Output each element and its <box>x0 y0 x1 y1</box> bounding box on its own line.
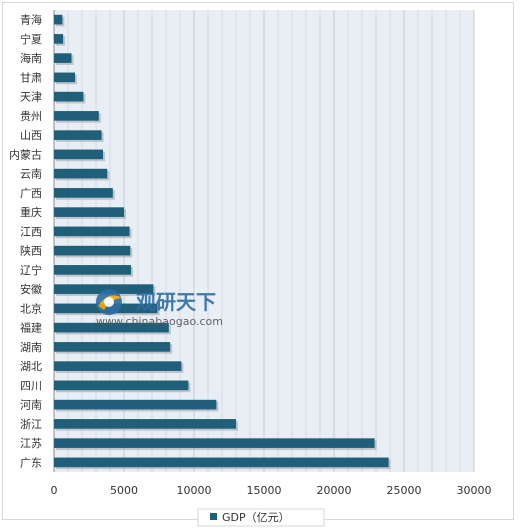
category-label: 甘肃 <box>20 71 42 84</box>
bar <box>54 130 102 140</box>
x-tick-label: 30000 <box>457 484 492 497</box>
legend-label: GDP（亿元） <box>222 511 290 524</box>
bar <box>54 342 171 352</box>
x-tick-label: 10000 <box>177 484 212 497</box>
category-label: 江苏 <box>20 437 42 450</box>
category-label: 内蒙古 <box>9 147 42 161</box>
legend-box <box>197 508 325 527</box>
category-label: 广东 <box>20 456 42 469</box>
category-label: 云南 <box>20 168 42 181</box>
bar <box>54 207 124 217</box>
bar <box>54 457 389 468</box>
bar <box>54 419 236 429</box>
category-label: 陕西 <box>20 244 42 258</box>
category-label: 湖北 <box>20 360 42 373</box>
bar <box>54 265 131 275</box>
bar <box>54 34 64 44</box>
legend: GDP（亿元） <box>197 508 325 527</box>
category-label: 天津 <box>20 91 42 104</box>
gridlines <box>53 10 475 472</box>
category-label: 辽宁 <box>20 263 42 277</box>
watermark-brand: 观研天下 <box>136 290 216 314</box>
category-label: 湖南 <box>20 341 42 354</box>
category-label: 贵州 <box>20 110 42 123</box>
bar <box>54 380 189 391</box>
category-label: 河南 <box>20 399 42 412</box>
x-tick-label: 5000 <box>110 484 138 497</box>
category-label: 福建 <box>20 321 42 335</box>
x-tick-label: 15000 <box>247 484 282 497</box>
legend-swatch <box>210 513 217 520</box>
bar <box>54 188 113 198</box>
category-label: 浙江 <box>20 418 42 431</box>
bar <box>54 168 108 179</box>
category-label: 宁夏 <box>20 32 42 46</box>
x-tick-label: 20000 <box>317 484 352 497</box>
bar <box>54 438 375 448</box>
bar <box>54 53 72 63</box>
category-label: 四川 <box>20 379 42 392</box>
bar <box>54 399 217 410</box>
category-label: 青海 <box>20 13 42 27</box>
bar <box>54 322 169 333</box>
watermark-logo-icon <box>96 289 122 315</box>
bar <box>54 284 154 294</box>
watermark-url: www.chinabaogao.com <box>96 315 223 328</box>
watermark: 观研天下 www.chinabaogao.com <box>96 289 223 328</box>
category-label: 安徽 <box>20 282 42 296</box>
bar <box>54 91 84 102</box>
category-label: 海南 <box>20 51 42 65</box>
category-label: 江西 <box>20 225 42 238</box>
x-tick-label: 25000 <box>387 484 422 497</box>
category-label: 北京 <box>20 301 42 315</box>
bar <box>54 149 103 160</box>
x-tick-labels: 0 5000 10000 15000 20000 25000 30000 <box>51 484 492 497</box>
category-label: 广西 <box>20 187 42 200</box>
bar <box>54 361 182 371</box>
bar <box>54 226 130 237</box>
bar <box>54 111 99 121</box>
category-label: 重庆 <box>20 205 42 219</box>
bar <box>54 72 75 83</box>
category-label: 山西 <box>20 129 42 142</box>
category-labels: 青海宁夏海南甘肃天津贵州山西内蒙古云南广西重庆江西陕西辽宁安徽北京福建湖南湖北四… <box>9 13 42 470</box>
bar <box>54 14 63 25</box>
bar <box>54 245 131 256</box>
x-tick-label: 0 <box>51 484 58 497</box>
